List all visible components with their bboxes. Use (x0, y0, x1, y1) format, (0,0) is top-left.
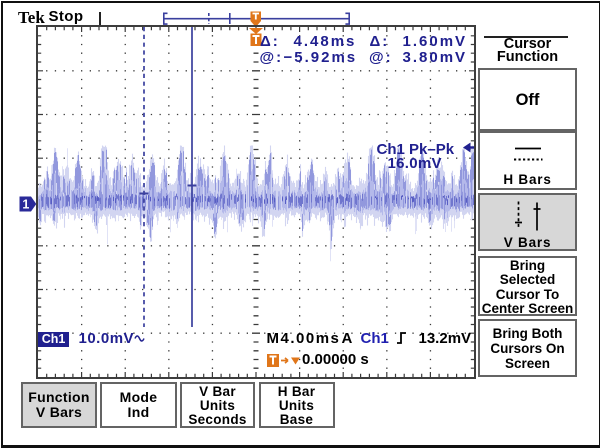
svg-text:1: 1 (22, 198, 29, 212)
